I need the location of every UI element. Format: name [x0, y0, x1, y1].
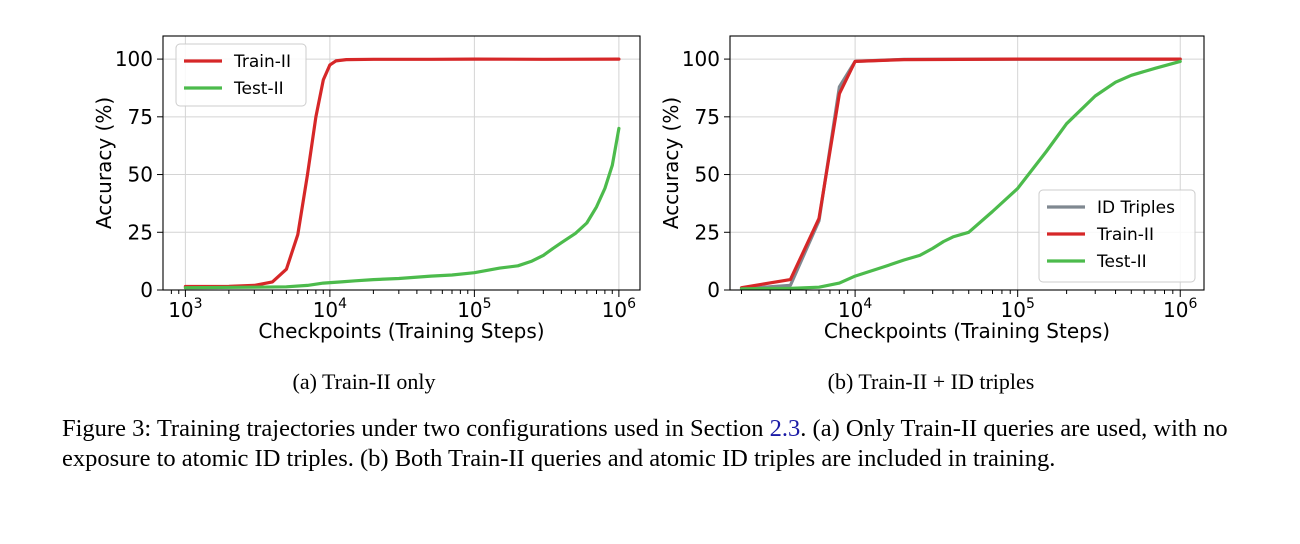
series-line-test-ii [183, 126, 621, 290]
legend-entry: ID Triples [1097, 198, 1175, 218]
caption-suffix: . (a) Only Train-II queries are used, wi… [62, 415, 1228, 472]
legend-entry: Train-II [233, 52, 291, 72]
y-tick-label: 50 [128, 163, 153, 187]
y-tick-label: 0 [140, 278, 153, 302]
subcaption: (a) Train-II only [293, 369, 436, 394]
x-tick-label: 106 [1163, 296, 1197, 322]
plot-frame [729, 35, 1205, 291]
y-tick-label: 25 [695, 220, 720, 244]
x-tick-label: 105 [457, 296, 491, 322]
legend-entry: Test-II [1096, 252, 1147, 272]
figure-caption: Figure 3: Training trajectories under tw… [62, 414, 1262, 474]
y-tick-label: 25 [128, 220, 153, 244]
x-tick-label: 103 [168, 296, 202, 322]
plot-frame [162, 35, 641, 291]
series-line-train-ii [183, 57, 621, 289]
y-tick-label: 75 [695, 105, 720, 129]
y-tick-label: 100 [115, 47, 153, 71]
chart-a: 0 25 50 75 100 103 104 105 106 Checkpoints (Train… [92, 35, 641, 394]
y-tick-label: 50 [695, 163, 720, 187]
section-link[interactable]: 2.3 [769, 415, 801, 442]
legend-box [1038, 189, 1196, 283]
chart-b: 0 25 50 75 100 104 105 106 Checkpoints (Training… [659, 35, 1205, 394]
x-axis-label: Checkpoints (Training Steps) [258, 319, 544, 343]
legend-entry: Train-II [1096, 225, 1154, 245]
series-line-train-ii [739, 57, 1182, 290]
x-tick-label: 104 [313, 296, 347, 322]
y-tick-label: 0 [707, 278, 720, 302]
y-tick-label: 75 [128, 105, 153, 129]
y-axis-label: Accuracy (%) [92, 97, 116, 229]
legend: ID Triples Train-II Test-II [1038, 189, 1196, 283]
x-tick-label: 105 [1000, 296, 1034, 322]
x-tick-label: 106 [602, 296, 636, 322]
series-line-test-ii [739, 59, 1182, 291]
legend: Train-II Test-II [175, 43, 307, 107]
figure: 0 25 50 75 100 103 104 105 106 Checkpoints (Train… [92, 35, 1205, 394]
subcaption: (b) Train-II + ID triples [828, 369, 1035, 394]
x-tick-label: 104 [838, 296, 872, 322]
caption-prefix: Figure 3: Training trajectories under tw… [62, 415, 770, 442]
y-tick-label: 100 [682, 47, 720, 71]
legend-entry: Test-II [233, 79, 284, 99]
y-axis-label: Accuracy (%) [659, 97, 683, 229]
x-axis-label: Checkpoints (Training Steps) [824, 319, 1110, 343]
